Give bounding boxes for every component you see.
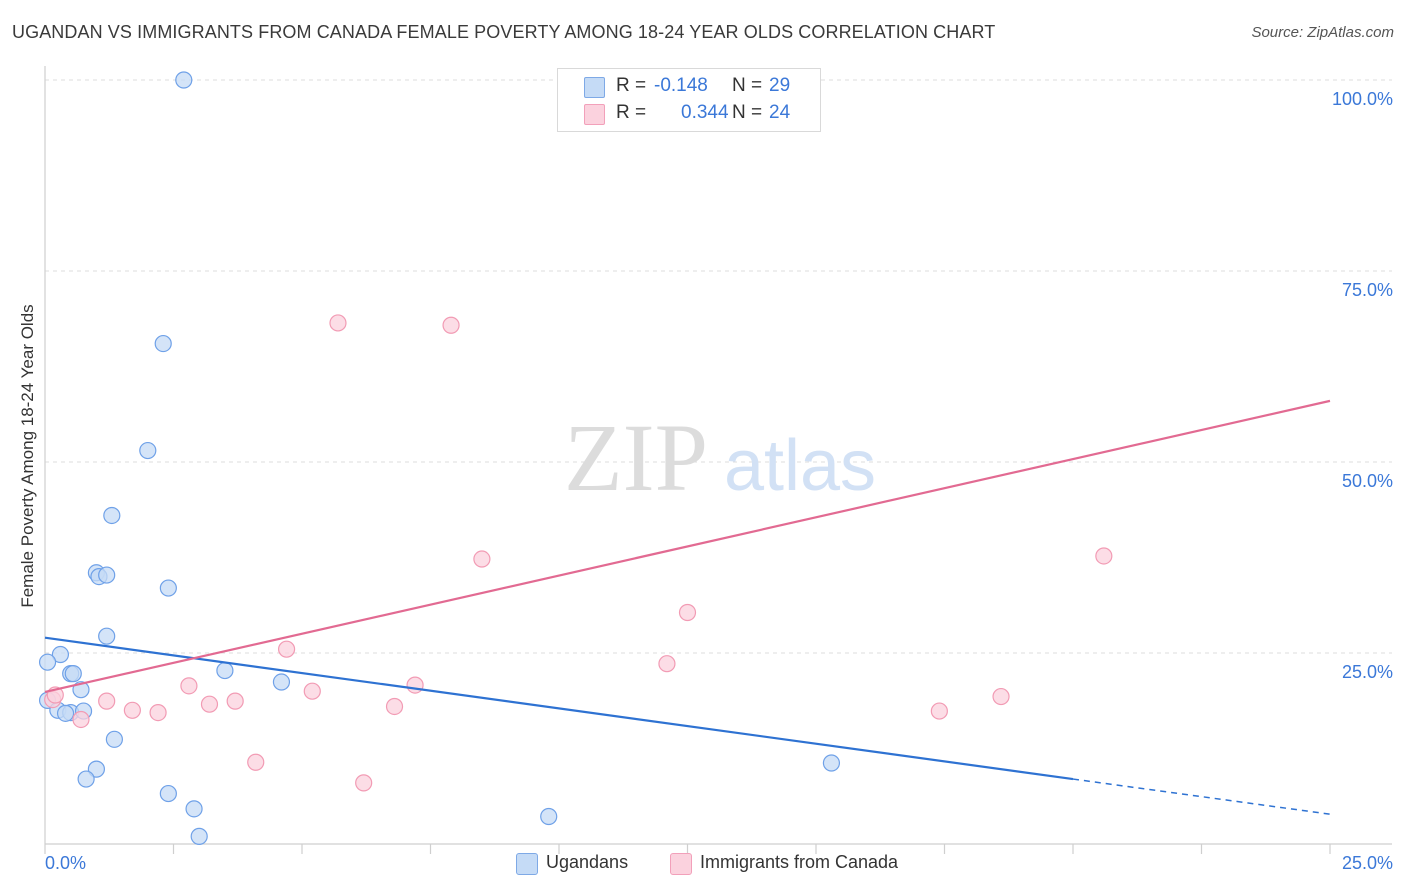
- ugandan-point: [159, 579, 177, 597]
- immigrant-point: [385, 697, 404, 716]
- watermark: ZIP atlas: [564, 404, 876, 511]
- immigrant-point: [658, 655, 676, 673]
- ugandan-point: [56, 704, 75, 722]
- source-label: Source: ZipAtlas.com: [1251, 24, 1394, 41]
- y-tick-label: 75.0%: [1342, 280, 1393, 300]
- ugandan-point: [175, 71, 193, 89]
- legend-r-value: 0.344: [681, 102, 729, 123]
- immigrant-point: [1095, 547, 1113, 565]
- legend-n-value: 29: [769, 75, 791, 96]
- ugandan-point: [51, 645, 70, 664]
- watermark-zip: ZIP: [564, 404, 708, 511]
- ugandan-trend-line: [44, 636, 1074, 781]
- legend-r-label: R =: [616, 75, 647, 96]
- legend-swatch-immigrants: [584, 104, 605, 125]
- watermark-atlas: atlas: [724, 426, 876, 506]
- x-tick-label: 25.0%: [1342, 853, 1393, 873]
- ugandan-trend-extension: [1072, 778, 1331, 815]
- immigrant-point: [473, 550, 491, 568]
- immigrant-point: [406, 676, 424, 694]
- immigrant-point: [226, 692, 244, 710]
- legend-n-label: N =: [732, 102, 763, 123]
- legend: R = -0.148 N = 29 R = 0.344 N = 24: [557, 68, 821, 132]
- immigrant-point: [992, 687, 1010, 706]
- ugandan-point: [154, 334, 172, 353]
- legend-n-value: 24: [769, 102, 791, 123]
- ugandan-point: [38, 653, 57, 671]
- immigrant-point: [123, 701, 141, 719]
- immigrant-point: [149, 703, 167, 722]
- immigrant-point: [678, 603, 697, 622]
- immigrant-point: [98, 692, 116, 710]
- immigrant-point: [930, 702, 948, 720]
- immigrant-point: [72, 710, 90, 729]
- ugandan-point: [105, 730, 123, 748]
- immigrant-point: [180, 677, 198, 695]
- bottom-legend-swatch-immigrants: [670, 853, 692, 875]
- immigrant-point: [247, 753, 265, 771]
- grid: [45, 79, 1392, 654]
- ugandan-point: [98, 566, 116, 584]
- ugandan-point: [98, 627, 116, 645]
- ugandan-point: [87, 760, 106, 778]
- legend-r-value: -0.148: [654, 75, 708, 96]
- ugandan-point: [64, 665, 82, 683]
- y-tick-label: 25.0%: [1342, 662, 1393, 682]
- x-tick-label: 0.0%: [45, 853, 86, 873]
- ugandan-point: [103, 506, 121, 525]
- chart-title: UGANDAN VS IMMIGRANTS FROM CANADA FEMALE…: [12, 22, 996, 42]
- ugandan-point: [822, 754, 841, 772]
- ugandan-point: [185, 800, 203, 818]
- trend-lines: [44, 399, 1331, 815]
- immigrant-point: [442, 316, 460, 334]
- tick-labels: 25.0% 50.0% 75.0% 100.0% 0.0% 25.0%: [45, 89, 1393, 873]
- y-axis-label: Female Poverty Among 18-24 Year Olds: [18, 304, 37, 608]
- ugandan-point: [272, 673, 291, 691]
- ugandan-point: [77, 770, 95, 788]
- ugandan-point: [190, 827, 208, 845]
- immigrant-point: [329, 314, 347, 332]
- ugandan-point: [139, 441, 157, 460]
- immigrant-trend-line: [44, 399, 1331, 694]
- axes: [44, 66, 1392, 854]
- ugandan-point: [540, 807, 558, 826]
- immigrant-point: [200, 695, 219, 713]
- legend-r-label: R =: [616, 102, 647, 123]
- points: [38, 71, 1113, 845]
- immigrant-point: [355, 774, 373, 792]
- y-tick-label: 100.0%: [1332, 89, 1393, 109]
- legend-swatch-ugandans: [584, 77, 605, 98]
- immigrant-point: [277, 640, 296, 658]
- legend-n-label: N =: [732, 75, 763, 96]
- bottom-legend-label-ugandans: Ugandans: [546, 852, 629, 872]
- ugandan-point: [159, 784, 177, 803]
- bottom-legend-label-immigrants: Immigrants from Canada: [700, 852, 899, 872]
- bottom-legend-swatch-ugandans: [516, 853, 538, 875]
- y-tick-label: 50.0%: [1342, 471, 1393, 491]
- ugandan-point: [216, 661, 234, 680]
- immigrant-point: [303, 682, 321, 700]
